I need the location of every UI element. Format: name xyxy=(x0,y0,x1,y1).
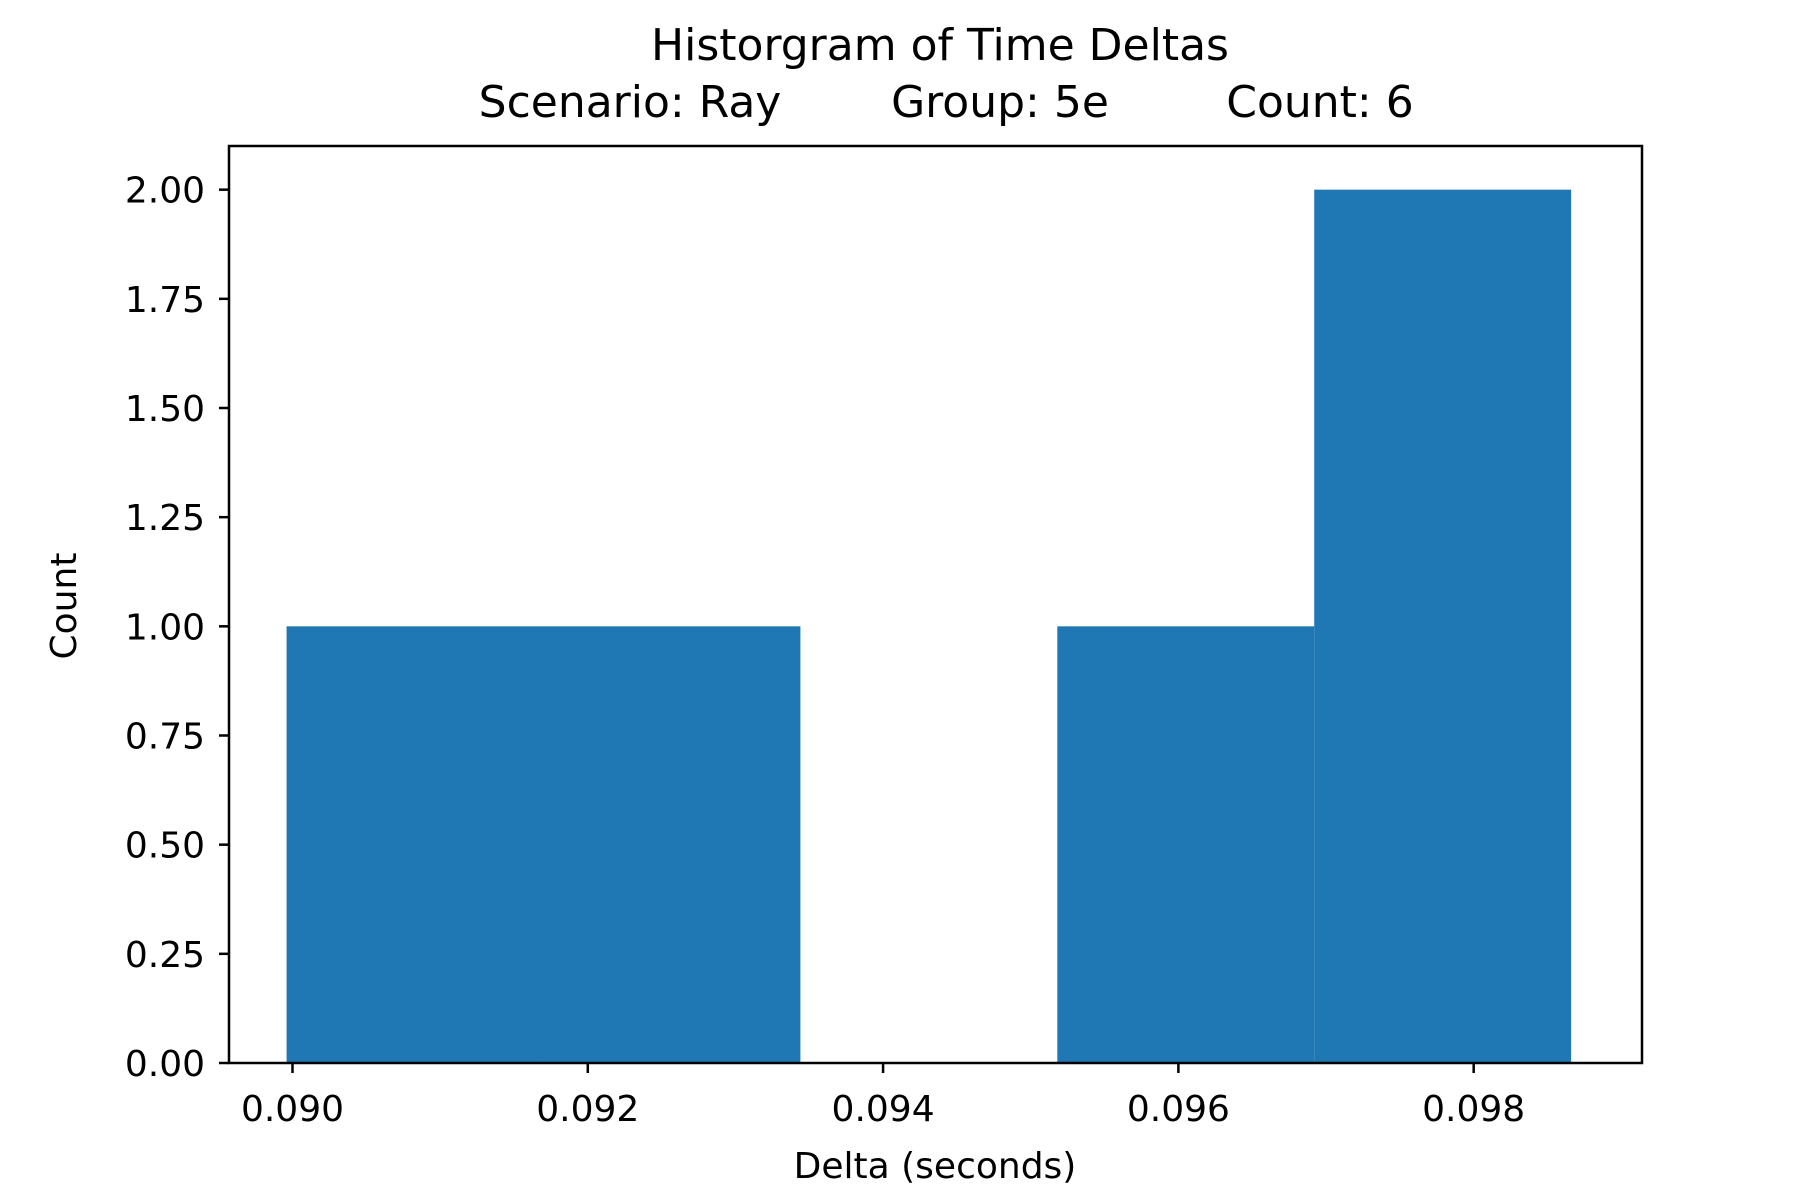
y-tick-label: 0.25 xyxy=(125,935,205,976)
x-tick-label: 0.090 xyxy=(241,1089,344,1130)
x-tick-label: 0.094 xyxy=(832,1089,935,1130)
y-axis-label: Count xyxy=(44,553,85,660)
x-tick-label: 0.092 xyxy=(536,1089,639,1130)
y-tick-label: 0.50 xyxy=(125,826,205,867)
chart-title: Historgram of Time Deltas xyxy=(651,20,1229,71)
plot-frame xyxy=(227,144,1644,1065)
y-tick-label: 2.00 xyxy=(125,171,205,212)
histogram-bar-2 xyxy=(543,626,801,1063)
y-axis-ticks: 0.00 0.25 0.50 0.75 1.00 1.25 1.50 1.75 2.00 xyxy=(125,171,229,1085)
chart-subtitle-group: Group: 5e xyxy=(891,77,1109,128)
x-axis-ticks: 0.090 0.092 0.094 0.096 0.098 xyxy=(241,1063,1525,1130)
y-tick-label: 1.00 xyxy=(125,607,205,648)
y-tick-label: 1.50 xyxy=(125,389,205,430)
x-tick-label: 0.098 xyxy=(1422,1089,1525,1130)
x-axis-label: Delta (seconds) xyxy=(794,1146,1077,1187)
x-tick-label: 0.096 xyxy=(1127,1089,1230,1130)
y-tick-label: 0.75 xyxy=(125,717,205,758)
histogram-bar-5 xyxy=(1314,189,1572,1064)
histogram-bar-1 xyxy=(286,626,544,1063)
y-tick-label: 1.75 xyxy=(125,280,205,321)
chart-subtitle-scenario: Scenario: Ray xyxy=(479,77,782,128)
bars-layer xyxy=(286,189,1572,1064)
chart-subtitle-count: Count: 6 xyxy=(1226,77,1413,128)
y-tick-label: 0.00 xyxy=(125,1044,205,1085)
y-tick-label: 1.25 xyxy=(125,498,205,539)
histogram-bar-4 xyxy=(1057,626,1315,1063)
